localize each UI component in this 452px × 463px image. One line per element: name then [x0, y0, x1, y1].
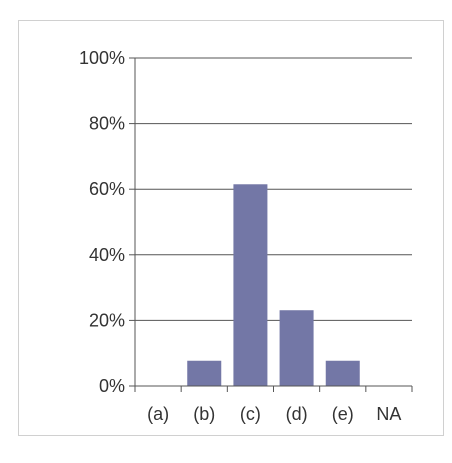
y-tick-label: 100% [79, 48, 125, 68]
bar-c [233, 184, 268, 386]
y-tick-label: 80% [89, 114, 125, 134]
y-tick-label: 60% [89, 179, 125, 199]
x-tick-label: NA [376, 404, 401, 424]
x-tick-label: (d) [286, 404, 308, 424]
y-tick-label: 40% [89, 245, 125, 265]
x-tick-label: (b) [193, 404, 215, 424]
x-tick-labels: (a) (b) (c) (d) (e) NA [147, 404, 401, 424]
y-tick-labels: 0% 20% 40% 60% 80% 100% [79, 48, 125, 396]
bar-d [279, 310, 314, 386]
y-tick-label: 20% [89, 310, 125, 330]
chart-frame [18, 20, 444, 436]
bar-b [187, 360, 222, 386]
bars [187, 184, 360, 386]
gridlines [135, 57, 412, 387]
y-tick-label: 0% [99, 376, 125, 396]
x-tick-label: (c) [240, 404, 261, 424]
x-tick-label: (a) [147, 404, 169, 424]
x-tick-label: (e) [332, 404, 354, 424]
axes [129, 57, 413, 392]
bar-e [325, 360, 360, 386]
